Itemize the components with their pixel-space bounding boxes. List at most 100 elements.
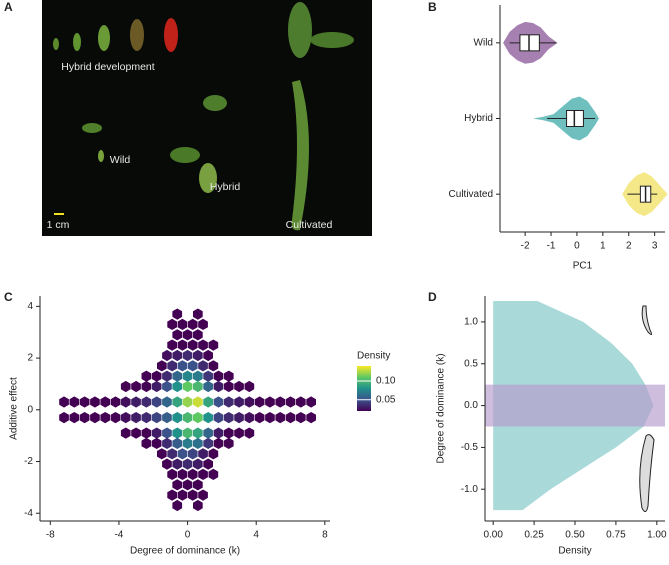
hex [141, 412, 152, 424]
hex [244, 427, 255, 439]
hex [193, 329, 203, 341]
hex [198, 468, 208, 480]
hex [182, 479, 193, 491]
x-tick-label: 1 [600, 241, 606, 252]
hex [141, 380, 152, 393]
hex [193, 479, 203, 491]
hex [182, 380, 193, 393]
hex [162, 396, 172, 408]
hex [162, 412, 172, 424]
hex [244, 412, 255, 424]
pepper-icons [639, 305, 655, 512]
hex [223, 380, 234, 393]
panel-letter: C [4, 290, 13, 304]
colorbar-tick-label: 0.05 [376, 394, 396, 405]
photo-label: Hybrid development [61, 61, 154, 73]
hex [187, 448, 198, 460]
x-axis-title: Density [558, 546, 591, 557]
hex [223, 370, 234, 382]
x-tick-label: -2 [521, 241, 530, 252]
x-axis-title: Degree of dominance (k) [130, 546, 240, 557]
panel-letter: A [4, 0, 13, 14]
hex [234, 427, 244, 439]
hex [120, 412, 131, 424]
x-tick-label: 0.75 [606, 530, 626, 541]
colorbar [357, 366, 371, 411]
y-tick-label: 4 [27, 301, 33, 312]
hex [131, 380, 141, 393]
hex [244, 396, 255, 408]
hex [177, 360, 188, 372]
y-tick-label: -1.0 [461, 484, 479, 495]
hex [275, 396, 286, 408]
x-tick-label: 1.00 [647, 530, 667, 541]
hex [193, 370, 203, 382]
hex [182, 329, 193, 341]
hex [172, 370, 183, 382]
x-tick-label: -4 [114, 530, 123, 541]
hex [296, 396, 306, 408]
hex [182, 458, 193, 470]
hex [193, 396, 203, 408]
hex [167, 448, 177, 460]
pepper-illustrations [53, 2, 354, 231]
hex [177, 318, 188, 330]
hex [141, 437, 152, 449]
x-tick-label: 0 [574, 241, 580, 252]
hex [187, 339, 198, 351]
hex [177, 468, 188, 480]
hex [244, 380, 255, 393]
hex [193, 437, 203, 449]
hex [198, 318, 208, 330]
hex [213, 427, 224, 439]
hex [182, 396, 193, 408]
y-tick-label: 0.0 [464, 400, 478, 411]
hex [110, 396, 121, 408]
hex [172, 380, 183, 393]
hex [131, 396, 141, 408]
hex [275, 412, 286, 424]
hex [213, 396, 224, 408]
x-tick-label: -8 [46, 530, 55, 541]
y-tick-label: -0.5 [461, 442, 479, 453]
hex [187, 318, 198, 330]
hex [198, 489, 208, 501]
hex [198, 448, 208, 460]
y-tick-label: Wild [474, 37, 493, 48]
hex [208, 339, 219, 351]
hex [90, 396, 100, 408]
hex [203, 349, 213, 362]
hex [172, 499, 183, 512]
photo-label: Cultivated [286, 219, 333, 231]
photo-label: Hybrid [210, 181, 241, 193]
hex [203, 370, 213, 382]
hex [254, 412, 265, 424]
x-tick-label: 0.25 [524, 530, 544, 541]
y-axis-title: Degree of dominance (k) [436, 353, 447, 463]
hex [203, 437, 213, 449]
hex [167, 339, 177, 351]
hex [141, 427, 152, 439]
hex [203, 380, 213, 393]
hex [265, 396, 275, 408]
hex [234, 380, 244, 393]
hex [59, 396, 69, 408]
hex [234, 412, 244, 424]
hex [182, 370, 193, 382]
hex [208, 448, 219, 460]
colorbar-title: Density [357, 351, 390, 362]
hex [193, 380, 203, 393]
hex [193, 308, 203, 320]
x-tick-label: 0.00 [483, 530, 503, 541]
hex [193, 499, 203, 512]
hex [203, 396, 213, 408]
hex [100, 396, 111, 408]
hex [223, 427, 234, 439]
hex [172, 458, 183, 470]
hex [172, 427, 183, 439]
hex [177, 339, 188, 351]
hex [162, 458, 172, 470]
hex [151, 412, 162, 424]
hex [198, 360, 208, 372]
